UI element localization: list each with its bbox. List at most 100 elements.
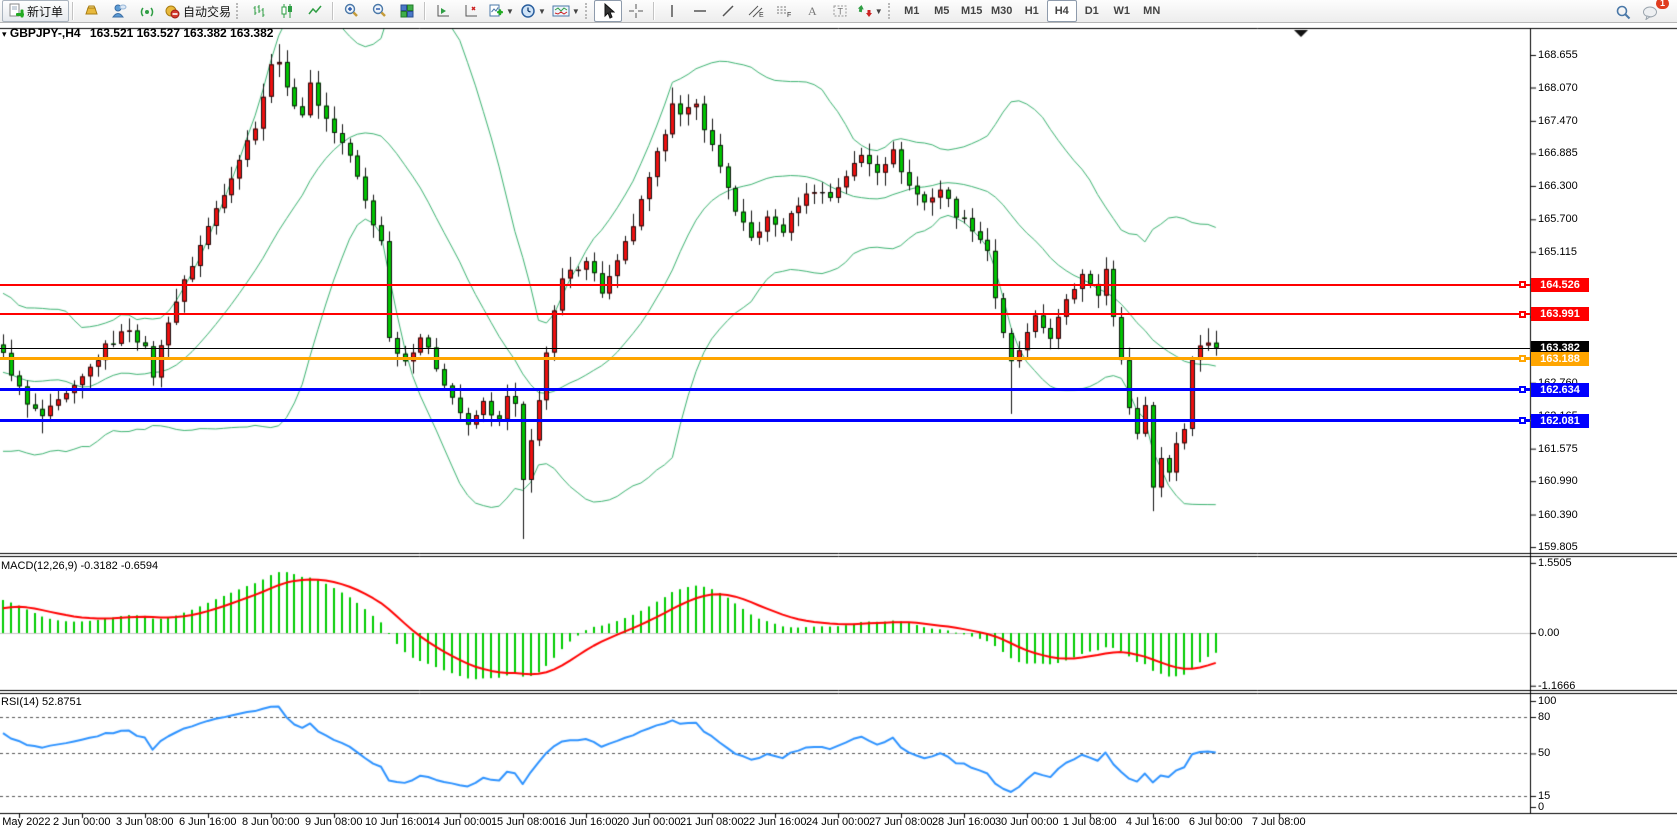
indicators-button[interactable]: ▼ <box>549 0 583 22</box>
timeframe-h4[interactable]: H4 <box>1046 0 1077 22</box>
chart-shift-button[interactable] <box>457 0 485 22</box>
step-forward-button[interactable] <box>429 0 457 22</box>
rsi-tick-label: 0 <box>1538 801 1545 813</box>
rsi-indicator-label: RSI(14) 52.8751 <box>1 696 82 708</box>
new-order-button[interactable]: 新订单 <box>2 0 70 22</box>
timeframe-m1[interactable]: M1 <box>904 5 920 17</box>
hline-162.634[interactable] <box>0 388 1530 392</box>
toolbar: 新订单 <box>0 0 1677 23</box>
text-label-tool[interactable]: T <box>826 0 854 22</box>
rsi-tick-label: 15 <box>1538 789 1551 802</box>
candlestick-chart-button[interactable] <box>273 0 301 22</box>
vertical-line-tool[interactable] <box>658 0 686 22</box>
arrow-shapes-icon <box>857 5 872 17</box>
separator <box>332 2 335 20</box>
price-label-163.991: 163.991 <box>1531 307 1589 322</box>
dropdown-caret[interactable]: ▼ <box>874 6 883 16</box>
community-person-icon <box>112 4 127 18</box>
timeframe-h1[interactable]: H1 <box>1024 5 1039 17</box>
date-tick-label: 27 Jun 08:00 <box>868 816 933 828</box>
svg-text:A: A <box>808 4 817 18</box>
price-tick-label: 165.115 <box>1538 245 1577 258</box>
separator <box>424 2 427 20</box>
timeframe-d1[interactable]: D1 <box>1084 5 1099 17</box>
price-tick-label: 159.805 <box>1538 541 1578 554</box>
timeframe-m15[interactable]: M15 <box>961 5 983 17</box>
trendline-icon <box>722 5 734 17</box>
hline-handle[interactable] <box>1519 417 1526 424</box>
date-tick-label: 8 Jun 00:00 <box>242 816 300 828</box>
price-label-164.526: 164.526 <box>1531 277 1589 292</box>
timeframe-w1[interactable]: W1 <box>1113 5 1130 17</box>
timeframe-m5[interactable]: M5 <box>934 5 950 17</box>
tile-windows-button[interactable] <box>393 0 421 22</box>
date-tick-label: 30 Jun 00:00 <box>994 816 1059 828</box>
new-chart-icon <box>489 4 504 17</box>
candlestick-chart-icon <box>281 4 293 18</box>
text-tool[interactable]: A <box>798 0 826 22</box>
hline-162.081[interactable] <box>0 419 1530 422</box>
search-button[interactable] <box>1609 1 1637 23</box>
date-tick-label: 6 Jun 16:00 <box>179 816 237 828</box>
text-label-icon: T <box>833 5 847 17</box>
hline-handle[interactable] <box>1519 386 1526 394</box>
hline-handle[interactable] <box>1519 355 1526 363</box>
price-tick-label: 166.885 <box>1538 147 1578 160</box>
symbol-dropdown-arrow[interactable]: ▾ <box>2 29 7 39</box>
price-tick-label: 165.700 <box>1538 213 1578 226</box>
text-a-icon: A <box>808 4 817 18</box>
macd-tick-label: 1.5505 <box>1538 556 1572 569</box>
date-tick-label: 6 Jul 00:00 <box>1188 816 1243 828</box>
horizontal-line-icon <box>693 10 706 12</box>
equidistant-channel-icon: E <box>748 5 764 19</box>
price-label-162.081: 162.081 <box>1531 413 1589 428</box>
zoom-out-button[interactable] <box>365 0 393 22</box>
hline-164.526[interactable] <box>0 283 1530 286</box>
rsi-tick-label: 100 <box>1538 695 1557 707</box>
date-tick-label: 1 Jul 08:00 <box>1062 816 1117 828</box>
date-tick-label: 4 Jul 16:00 <box>1125 816 1180 828</box>
date-tick-label: 28 Jun 16:00 <box>931 816 996 828</box>
hline-163.991[interactable] <box>0 313 1530 316</box>
arrows-tool[interactable]: ▼ <box>854 0 886 22</box>
rsi-tick-label: 50 <box>1538 747 1551 760</box>
timeframe-m30[interactable]: M30 <box>991 5 1013 17</box>
period-button[interactable]: ▼ <box>517 0 549 22</box>
new-chart-button[interactable]: ▼ <box>485 0 517 22</box>
trendline-tool[interactable] <box>714 0 742 22</box>
hline-handle[interactable] <box>1519 281 1526 289</box>
channel-tool[interactable]: E <box>742 0 770 22</box>
toolbar-grip <box>887 3 895 19</box>
notification-badge[interactable]: 1 <box>1655 0 1669 9</box>
price-label-162.634: 162.634 <box>1531 382 1589 397</box>
timeframe-mn[interactable]: MN <box>1143 5 1161 17</box>
metaeditor-button[interactable] <box>77 0 105 22</box>
hline-163.382[interactable] <box>0 347 1530 349</box>
community-button[interactable] <box>105 0 133 22</box>
price-tick-label: 160.990 <box>1538 475 1578 488</box>
cursor-tool-button[interactable] <box>593 0 622 22</box>
price-tick-label: 167.470 <box>1538 114 1578 127</box>
zoom-in-button[interactable] <box>337 0 365 22</box>
dropdown-caret[interactable]: ▼ <box>571 6 580 16</box>
hline-handle[interactable] <box>1519 310 1526 318</box>
bar-chart-button[interactable] <box>245 0 273 22</box>
price-label-163.188: 163.188 <box>1531 351 1589 366</box>
search-icon <box>1616 5 1630 19</box>
crosshair-tool-button[interactable] <box>622 0 650 22</box>
date-tick-label: 14 Jun 00:00 <box>427 816 492 828</box>
dropdown-caret[interactable]: ▼ <box>506 6 514 16</box>
price-tick-label: 168.655 <box>1538 49 1578 61</box>
autotrading-button[interactable]: 自动交易 <box>161 0 234 22</box>
indicators-icon <box>552 5 570 17</box>
date-tick-label: 24 Jun 00:00 <box>805 816 870 828</box>
hline-163.188[interactable] <box>0 357 1530 361</box>
fibonacci-tool[interactable]: F <box>770 0 798 22</box>
line-chart-button[interactable] <box>301 0 329 22</box>
dropdown-caret[interactable]: ▼ <box>537 6 546 16</box>
signals-button[interactable] <box>133 0 161 22</box>
horizontal-line-tool[interactable] <box>686 0 714 22</box>
chat-button[interactable]: 1 <box>1637 0 1669 23</box>
